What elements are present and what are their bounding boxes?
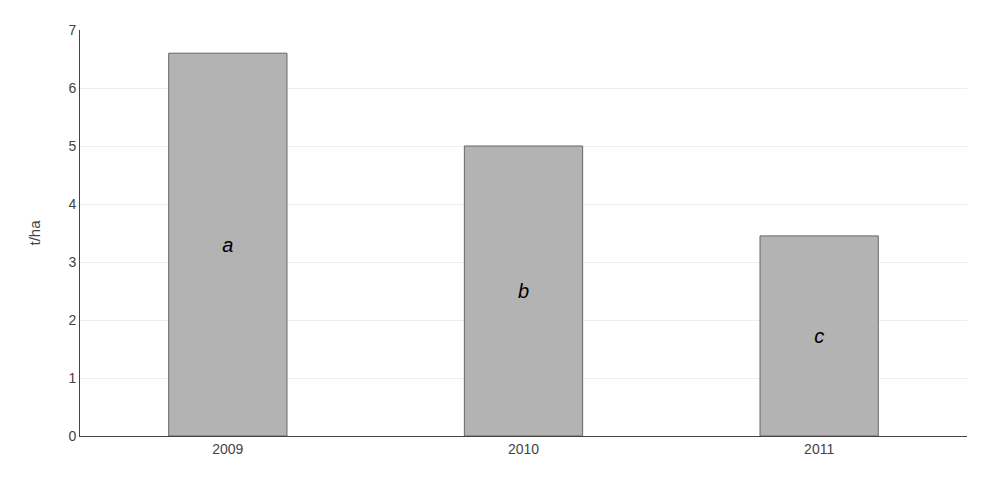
svg-text:1: 1 xyxy=(68,370,76,386)
svg-text:c: c xyxy=(814,325,824,347)
svg-text:4: 4 xyxy=(68,196,76,212)
svg-text:7: 7 xyxy=(68,22,76,38)
svg-text:3: 3 xyxy=(68,254,76,270)
svg-text:2011: 2011 xyxy=(804,441,834,457)
svg-text:2009: 2009 xyxy=(212,441,243,457)
svg-text:2010: 2010 xyxy=(508,441,539,457)
svg-text:t/ha: t/ha xyxy=(26,220,43,246)
svg-text:6: 6 xyxy=(68,80,76,96)
svg-text:5: 5 xyxy=(68,138,76,154)
svg-text:0: 0 xyxy=(68,428,76,444)
svg-text:2: 2 xyxy=(68,312,76,328)
svg-text:a: a xyxy=(222,234,233,256)
svg-text:b: b xyxy=(518,280,529,302)
